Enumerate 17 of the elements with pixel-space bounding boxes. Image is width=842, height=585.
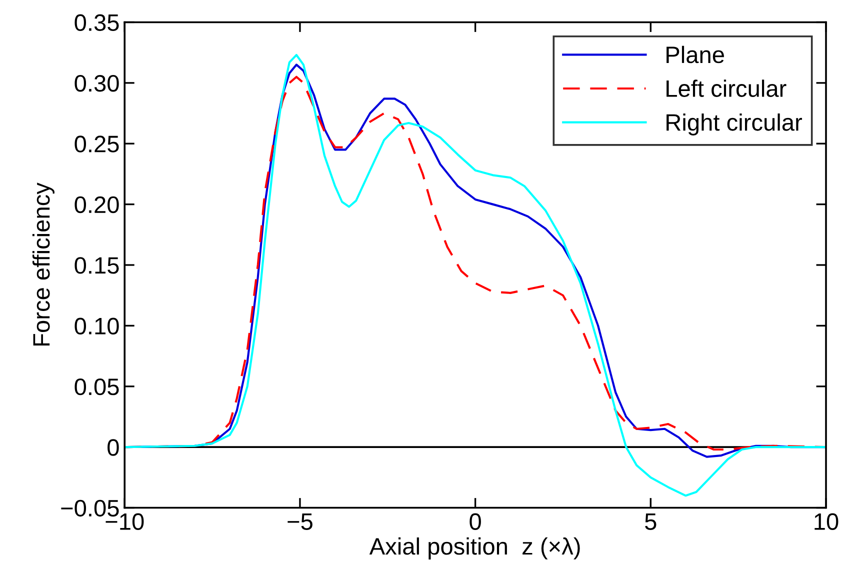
y-tick-label: 0	[108, 439, 119, 456]
y-tick-label: 0.15	[74, 257, 119, 274]
y-axis-title: Force efficiency	[32, 182, 54, 346]
y-tick-label: 0.05	[74, 378, 119, 396]
x-axis-title: Axial position z (×λ)	[369, 537, 580, 560]
x-tick-label: 0	[470, 513, 481, 530]
legend-label: Right circular	[666, 113, 802, 136]
legend-label: Plane	[666, 46, 724, 64]
legend-label: Left circular	[666, 80, 786, 97]
y-tick-label: 0.35	[74, 14, 119, 32]
y-tick-label: 0.25	[74, 136, 119, 152]
y-tick-label: 0.30	[74, 74, 119, 92]
y-tick-label: 0.10	[74, 318, 119, 334]
x-tick-label: 10	[814, 513, 838, 530]
x-tick-label: 5	[645, 514, 656, 530]
y-tick-label: 0.20	[74, 196, 119, 214]
x-tick-label: −5	[288, 514, 312, 530]
